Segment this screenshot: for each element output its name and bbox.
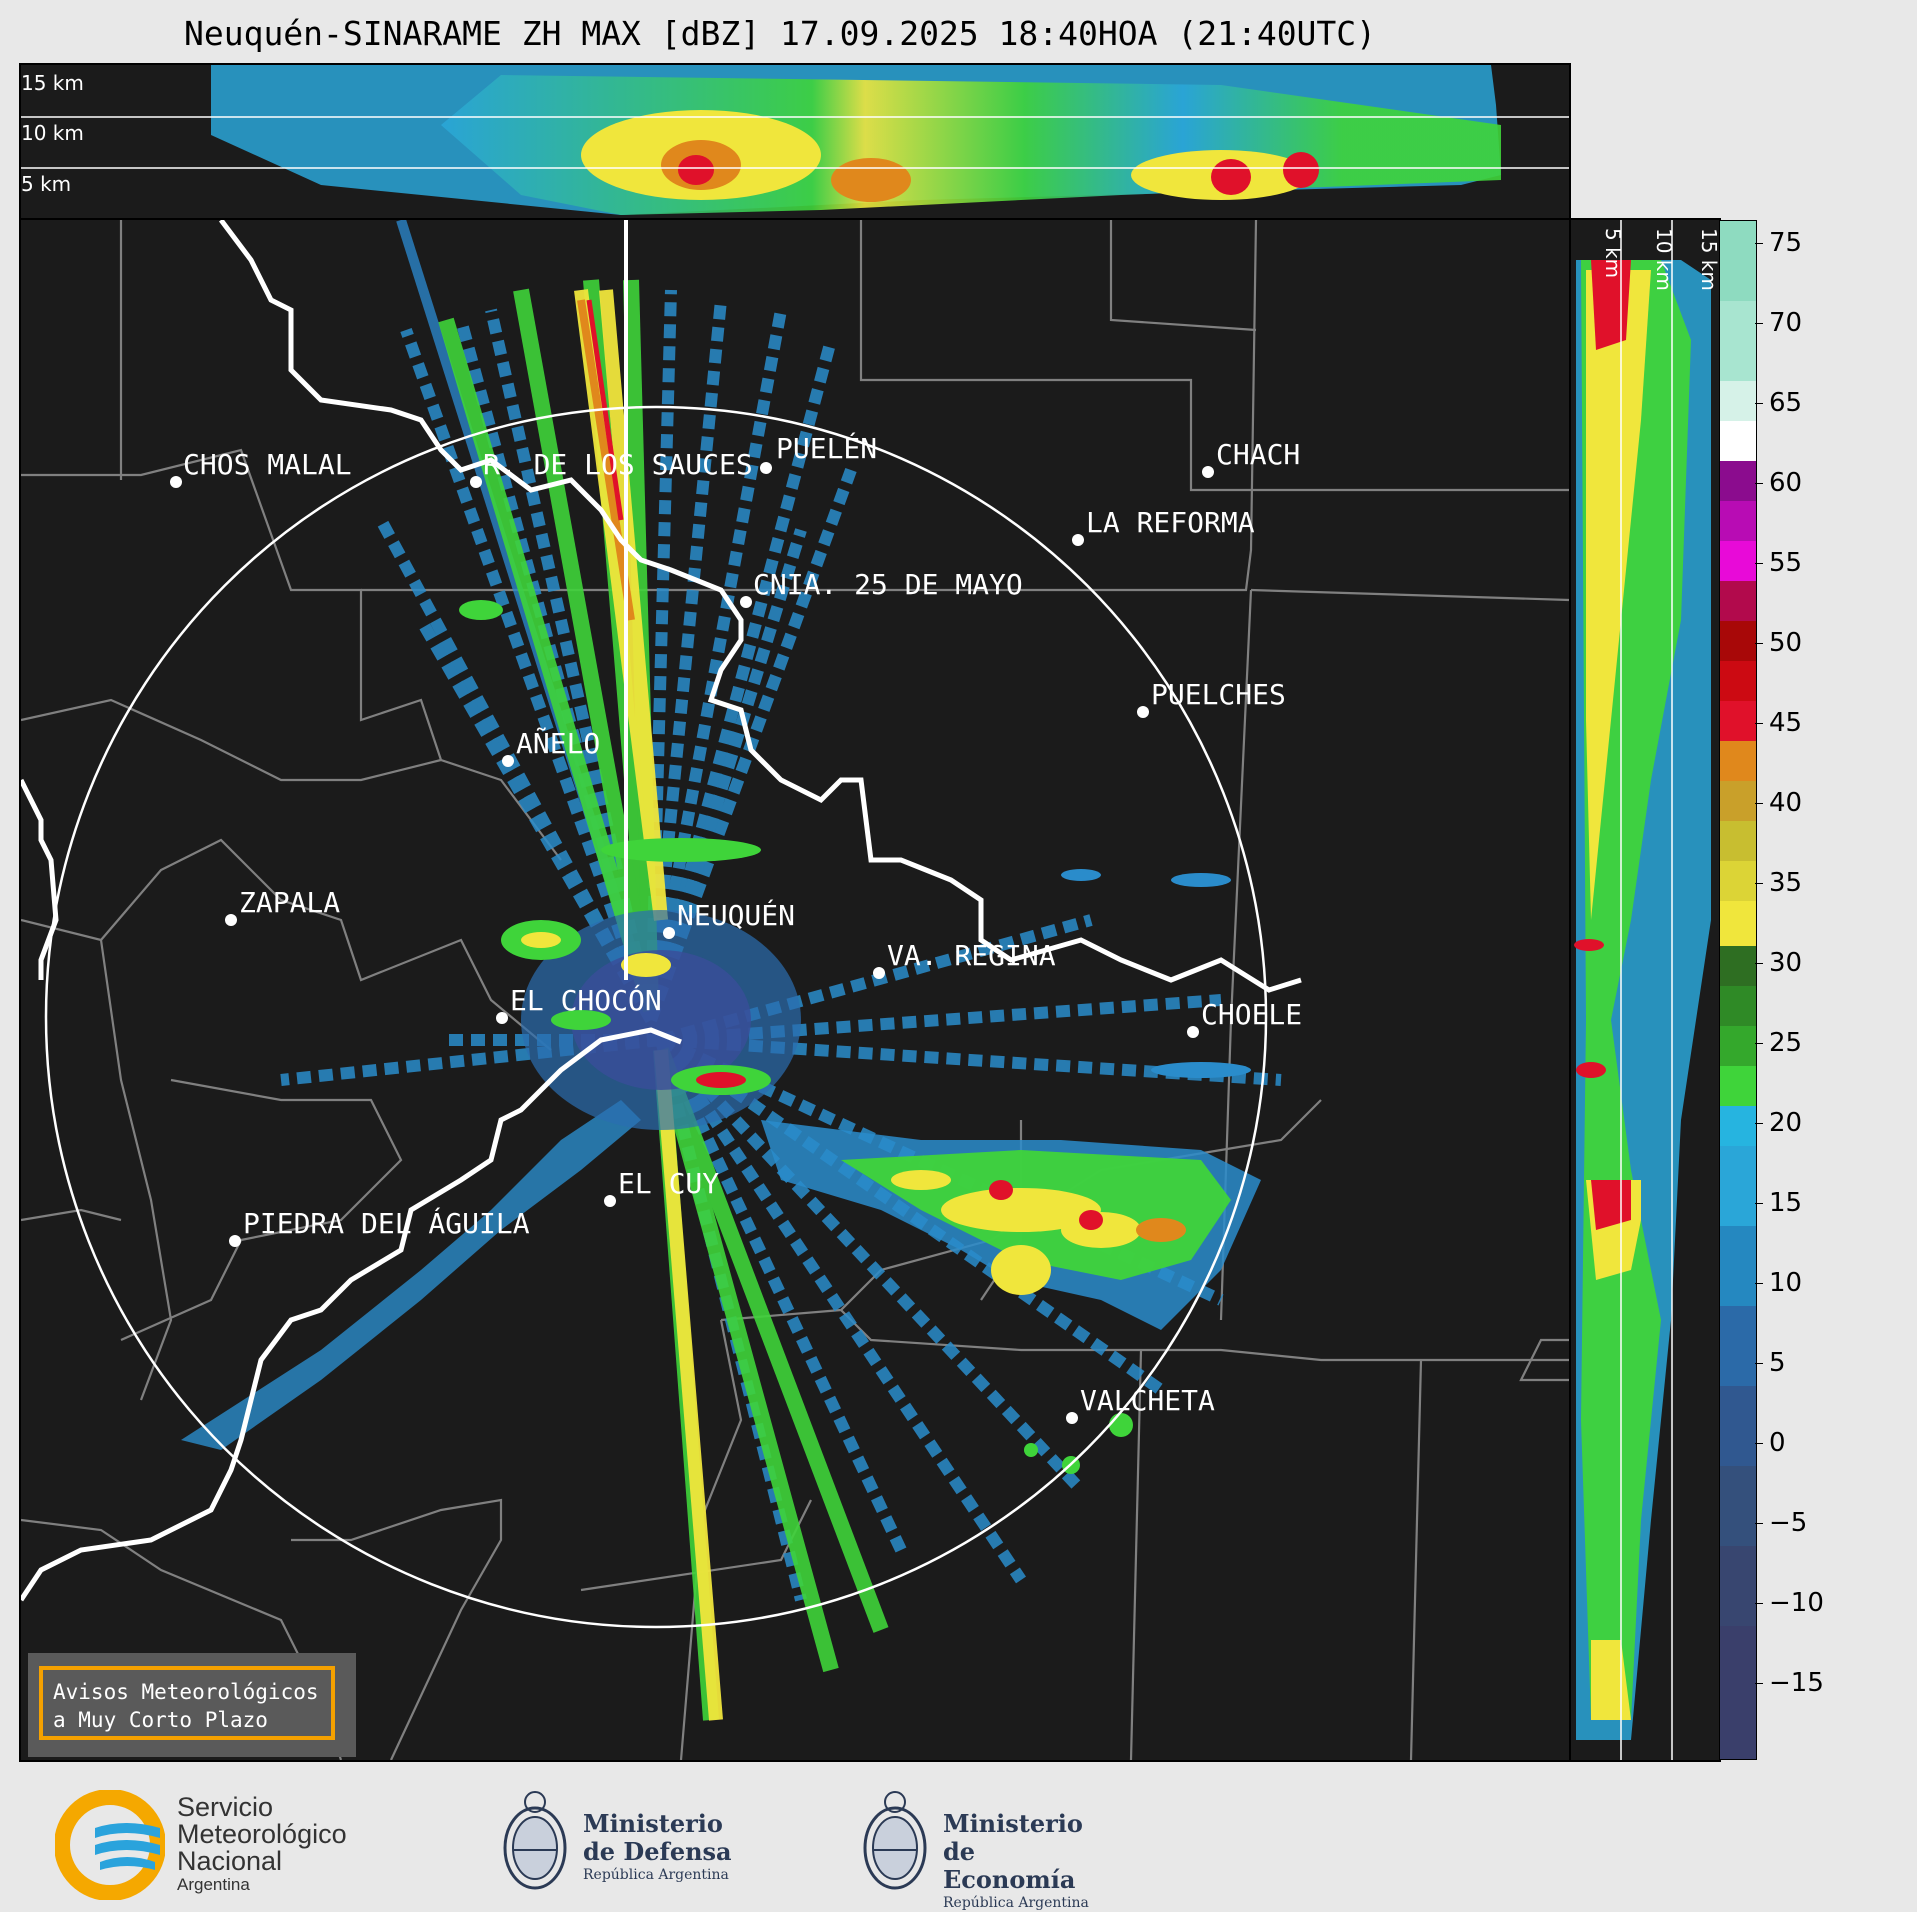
colorbar-tick: 20 <box>1754 1108 1802 1138</box>
radar-map-canvas <box>21 220 1569 1760</box>
argentina-coat-of-arms-icon <box>863 1791 927 1890</box>
city-label-colonia-25-de-mayo: CNIA. 25 DE MAYO <box>753 568 1023 601</box>
colorbar-tick: 60 <box>1754 468 1802 498</box>
colorbar-tick: 15 <box>1754 1188 1802 1218</box>
warning-line-1: Avisos Meteorológicos <box>53 1680 319 1704</box>
city-dots <box>170 462 1214 1424</box>
economia-logo: Ministerio de Economía República Argenti… <box>855 1780 1115 1911</box>
side-height-label-15km: 15 km <box>1697 228 1721 291</box>
radar-echoes <box>181 220 1282 1721</box>
city-label-zapala: ZAPALA <box>239 886 341 919</box>
colorbar-tick: 45 <box>1754 708 1802 738</box>
height-label-5km: 5 km <box>21 172 72 196</box>
warning-legend-box: Avisos Meteorológicos a Muy Corto Plazo <box>39 1666 335 1740</box>
city-label-rincon-de-los-sauces: R. DE LOS SAUCES <box>483 448 753 481</box>
smn-name: Servicio Meteorológico Nacional Argentin… <box>177 1792 347 1895</box>
city-label-chos-malal: CHOS MALAL <box>183 448 352 481</box>
colorbar-tick: −5 <box>1754 1508 1807 1538</box>
city-label-puelen: PUELÉN <box>776 432 878 465</box>
smn-logo: Servicio Meteorológico Nacional Argentin… <box>55 1790 385 1900</box>
colorbar-tick: −10 <box>1755 1588 1824 1618</box>
defensa-logo: Ministerio de Defensa República Argentin… <box>495 1780 755 1905</box>
city-label-el-cuy: EL CUY <box>618 1167 720 1200</box>
colorbar-tick: −15 <box>1755 1668 1824 1698</box>
top-cross-section-echoes <box>21 65 1569 215</box>
side-height-label-10km: 10 km <box>1652 228 1676 291</box>
colorbar-tick: 10 <box>1754 1268 1802 1298</box>
colorbar-tick: 55 <box>1754 548 1802 578</box>
city-label-neuquen: NEUQUÉN <box>677 899 796 932</box>
defensa-name: Ministerio de Defensa República Argentin… <box>583 1809 732 1884</box>
city-label-chach: CHACH <box>1216 438 1301 471</box>
department-boundaries <box>21 220 1569 1760</box>
side-cross-section-echoes <box>1574 220 1711 1760</box>
colorbar-tick: 30 <box>1754 948 1802 978</box>
city-label-la-reforma: LA REFORMA <box>1086 506 1255 539</box>
city-label-el-chocon: EL CHOCÓN <box>510 984 662 1017</box>
map-title: Neuquén-SINARAME ZH MAX [dBZ] 17.09.2025… <box>183 14 1377 53</box>
colorbar-tick: 70 <box>1754 308 1802 338</box>
colorbar-tick: 65 <box>1754 388 1802 418</box>
side-height-label-5km: 5 km <box>1601 228 1625 279</box>
colorbar-tick: 0 <box>1755 1428 1786 1458</box>
city-label-piedra-del-aguila: PIEDRA DEL ÁGUILA <box>243 1207 530 1240</box>
city-label-puelches: PUELCHES <box>1151 678 1286 711</box>
radar-range-ring <box>44 405 1268 1629</box>
province-borders <box>21 220 1302 1602</box>
argentina-coat-of-arms-icon <box>503 1791 567 1890</box>
dbz-colorbar <box>1719 220 1757 1760</box>
smn-logo-icon <box>55 1790 165 1900</box>
city-label-valcheta: VALCHETA <box>1080 1384 1215 1417</box>
height-label-10km: 10 km <box>21 121 84 145</box>
radar-map-panel: CHOS MALAL R. DE LOS SAUCES PUELÉN CHACH… <box>19 218 1571 1762</box>
colorbar-tick: 75 <box>1754 228 1802 258</box>
economia-name: Ministerio de Economía República Argenti… <box>943 1809 1089 1912</box>
city-label-villa-regina: VA. REGINA <box>887 939 1056 972</box>
height-label-15km: 15 km <box>21 71 84 95</box>
colorbar-tick: 40 <box>1754 788 1802 818</box>
top-cross-section-panel: 15 km 10 km 5 km <box>19 63 1571 220</box>
warning-line-2: a Muy Corto Plazo <box>53 1708 268 1732</box>
city-label-anelo: AÑELO <box>516 727 601 760</box>
warning-legend: Avisos Meteorológicos a Muy Corto Plazo <box>28 1653 356 1757</box>
city-label-choele: CHOELE <box>1201 998 1303 1031</box>
colorbar-tick: 50 <box>1754 628 1802 658</box>
side-cross-section-panel: 5 km 10 km 15 km <box>1569 218 1721 1762</box>
colorbar-tick: 5 <box>1755 1348 1786 1378</box>
footer-logos: Servicio Meteorológico Nacional Argentin… <box>0 1760 1917 1911</box>
colorbar-tick: 35 <box>1754 868 1802 898</box>
colorbar-tick: 25 <box>1754 1028 1802 1058</box>
